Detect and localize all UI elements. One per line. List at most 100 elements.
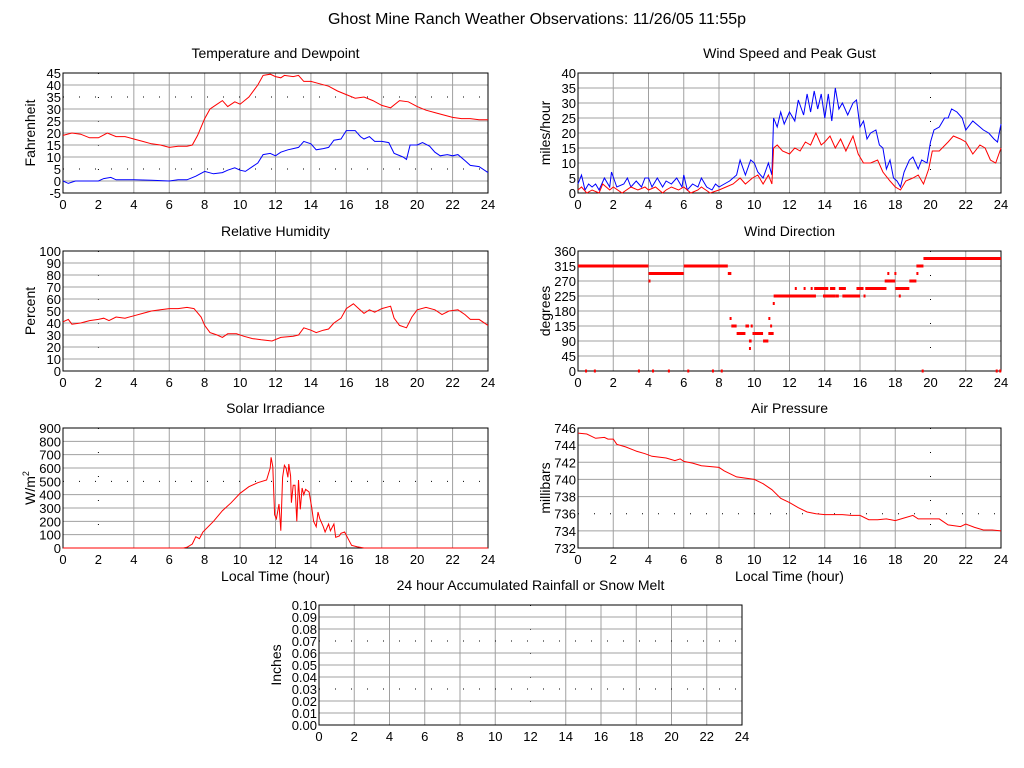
air-pressure-chart: 0 2 4 6 8 10 12 14 16 18 20 22 247327347367387407427… — [537, 400, 1008, 584]
direction-point — [909, 279, 917, 283]
y-tick-label: 900 — [39, 421, 61, 436]
x-tick-label: 10 — [747, 552, 761, 567]
direction-point — [842, 294, 860, 298]
direction-point — [652, 369, 655, 373]
x-tick-label: 14 — [304, 375, 318, 390]
direction-point — [803, 287, 806, 290]
x-tick-label: 18 — [888, 197, 902, 212]
y-tick-label: 100 — [39, 528, 61, 543]
direction-point — [856, 287, 864, 290]
x-tick-label: 0 — [59, 197, 66, 212]
y-tick-label: 50 — [47, 304, 61, 319]
x-tick-label: 22 — [445, 197, 459, 212]
direction-point — [822, 294, 836, 298]
y-tick-label: 20 — [47, 340, 61, 355]
y-tick-label: 0.05 — [292, 658, 317, 673]
x-tick-label: 8 — [715, 552, 722, 567]
y-tick-label: 740 — [554, 472, 576, 487]
y-tick-label: 360 — [554, 244, 576, 259]
x-tick-label: 18 — [629, 729, 643, 744]
plot-frame — [318, 604, 743, 726]
y-axis-label-text: millibars — [537, 462, 553, 513]
y-axis-label-text: W/m — [22, 476, 38, 505]
direction-point — [752, 332, 764, 335]
x-tick-label: 18 — [888, 375, 902, 390]
x-tick-label: 6 — [680, 552, 687, 567]
x-tick-label: 8 — [715, 375, 722, 390]
direction-point — [835, 294, 839, 298]
direction-point — [773, 294, 816, 298]
direction-point — [768, 332, 774, 335]
series-line — [63, 457, 488, 549]
direction-point — [863, 294, 866, 298]
y-tick-label: 700 — [39, 448, 61, 463]
x-tick-label: 0 — [574, 197, 581, 212]
x-tick-label: 4 — [645, 552, 652, 567]
y-tick-label: 40 — [562, 66, 576, 81]
y-tick-label: 15 — [562, 141, 576, 156]
x-tick-label: 16 — [339, 552, 353, 567]
y-tick-label: 0.01 — [292, 706, 317, 721]
series-line — [62, 73, 488, 148]
y-tick-label: 45 — [562, 349, 576, 364]
direction-point — [736, 332, 746, 335]
direction-point — [887, 272, 890, 275]
y-tick-label: 0 — [569, 186, 576, 201]
chart-title: Wind Speed and Peak Gust — [703, 45, 876, 61]
y-tick-label: -5 — [49, 186, 61, 201]
x-tick-label: 6 — [680, 375, 687, 390]
y-tick-label: 0 — [54, 541, 61, 556]
y-tick-label: 80 — [47, 268, 61, 283]
x-tick-label: 18 — [375, 552, 389, 567]
x-tick-label: 22 — [959, 375, 973, 390]
x-tick-label: 8 — [201, 197, 208, 212]
y-tick-label: 25 — [562, 111, 576, 126]
x-tick-label: 16 — [339, 375, 353, 390]
x-tick-label: 12 — [782, 552, 796, 567]
direction-point — [999, 369, 1002, 373]
y-axis-label-text: Percent — [22, 287, 38, 335]
x-tick-label: 0 — [574, 375, 581, 390]
x-tick-label: 20 — [664, 729, 678, 744]
direction-point — [995, 369, 998, 373]
y-tick-label: 25 — [47, 114, 61, 129]
y-tick-label: 10 — [47, 352, 61, 367]
plot-frame — [62, 72, 489, 194]
y-tick-label: 5 — [569, 171, 576, 186]
x-tick-label: 0 — [59, 552, 66, 567]
solar-irradiance-chart: 0 2 4 6 8 10 12 14 16 18 20 22 240100200300400500600… — [21, 400, 495, 584]
y-tick-label: 742 — [554, 455, 576, 470]
x-tick-label: 16 — [853, 552, 867, 567]
direction-point — [884, 279, 896, 283]
x-tick-label: 10 — [747, 375, 761, 390]
y-tick-label: 0.07 — [292, 634, 317, 649]
direction-point — [729, 317, 732, 320]
x-tick-label: 16 — [853, 375, 867, 390]
y-tick-label: 90 — [562, 334, 576, 349]
y-tick-label: 734 — [554, 524, 576, 539]
x-axis-label: Local Time (hour) — [735, 568, 844, 584]
y-tick-label: 315 — [554, 259, 576, 274]
x-tick-label: 0 — [574, 552, 581, 567]
x-tick-label: 18 — [888, 552, 902, 567]
x-tick-label: 8 — [201, 552, 208, 567]
y-axis-label-text: Fahrenheit — [22, 99, 38, 166]
direction-point — [748, 339, 752, 343]
y-tick-label: 500 — [39, 474, 61, 489]
y-tick-label: 200 — [39, 514, 61, 529]
x-tick-label: 20 — [923, 375, 937, 390]
x-tick-label: 2 — [610, 197, 617, 212]
y-axis-label: degrees — [537, 286, 553, 337]
x-tick-label: 22 — [445, 552, 459, 567]
y-tick-label: 738 — [554, 490, 576, 505]
plot-frame — [62, 250, 489, 372]
direction-point — [838, 287, 846, 290]
y-tick-label: 135 — [554, 319, 576, 334]
chart-title: Relative Humidity — [221, 223, 330, 239]
y-tick-label: 0.04 — [292, 670, 317, 685]
direction-point — [830, 287, 836, 290]
y-tick-label: 30 — [562, 96, 576, 111]
x-tick-label: 14 — [304, 552, 318, 567]
x-tick-label: 12 — [782, 375, 796, 390]
